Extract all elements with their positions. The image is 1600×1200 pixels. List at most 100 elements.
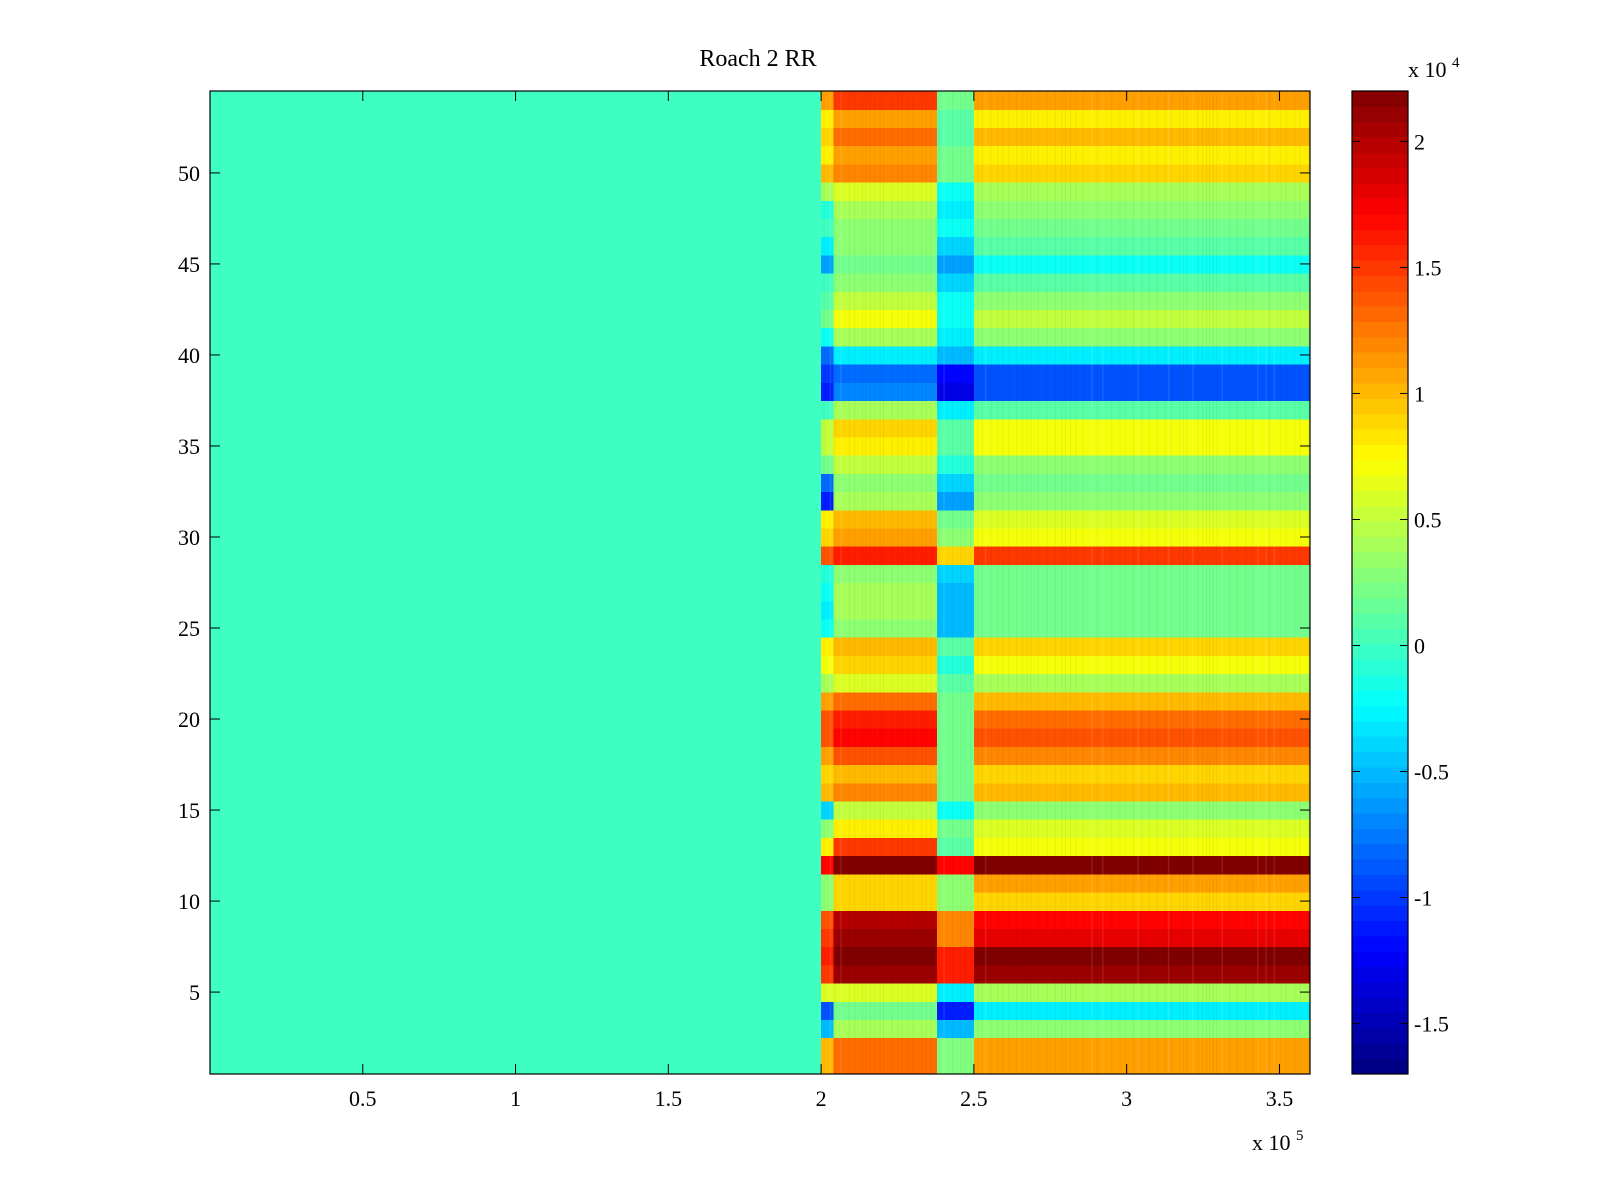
heatmap-cell [973,546,1311,565]
heatmap-cell [833,746,938,766]
heatmap-cell [973,327,1311,347]
colorbar-swatch [1352,198,1408,215]
heatmap-cell [973,345,1311,365]
heatmap-cell [833,728,938,747]
colorbar-swatch [1352,121,1408,138]
heatmap-cell [833,964,938,984]
colorbar-swatch [1352,444,1408,461]
heatmap-cell [833,163,938,183]
colorbar-tick-label: -0.5 [1414,760,1449,785]
heatmap-cell [973,564,1311,584]
colorbar-swatch [1352,536,1408,553]
heatmap-cell [833,782,938,802]
heatmap-cell [821,527,834,547]
colorbar-swatch [1352,106,1408,123]
heatmap-cell [821,891,834,911]
heatmap-cell [833,982,938,1002]
heatmap-cell [937,291,975,311]
colorbar-swatch [1352,613,1408,630]
heatmap-cell [973,746,1311,766]
x-exponent-label: x 10 5 [1252,1128,1304,1155]
y-tick-label: 10 [178,889,200,914]
colorbar-exponent-base: x 10 [1408,57,1447,82]
colorbar-tick-label: 0.5 [1414,507,1442,532]
heatmap-cell [821,309,834,329]
heatmap-cell [821,709,834,729]
heatmap-cell [973,873,1311,893]
x-tick-label: 3 [1121,1086,1132,1111]
colorbar-swatch [1352,551,1408,568]
heatmap-cell [937,163,975,183]
colorbar-swatch [1352,643,1408,660]
heatmap-cell [973,309,1311,329]
heatmap-cell [833,236,938,256]
heatmap-cell [937,182,975,201]
heatmap-cell [973,382,1311,402]
heatmap-cell [821,1019,834,1039]
heatmap-cell [937,309,975,329]
heatmap-cell [821,200,834,220]
heatmap-cell [833,564,938,584]
heatmap-cell [821,582,834,602]
heatmap-cell [833,327,938,347]
heatmap-cell [937,473,975,493]
heatmap-cell [833,254,938,274]
heatmap-cell [973,1037,1311,1057]
heatmap-cell [821,327,834,347]
heatmap-cell [973,1001,1311,1020]
colorbar-swatch [1352,597,1408,614]
heatmap-cell [973,273,1311,292]
heatmap-cell [821,418,834,438]
heatmap-cell [821,637,834,656]
heatmap-cell [833,436,938,456]
heatmap-cell [821,254,834,274]
heatmap-cell [833,618,938,638]
heatmap-cell [821,946,834,966]
heatmap-cell [937,709,975,729]
heatmap-cell [973,691,1311,711]
colorbar-swatch [1352,720,1408,737]
heatmap-cell [821,345,834,365]
heatmap-cell [973,728,1311,747]
heatmap-cell [821,618,834,638]
heatmap-cell [821,109,834,129]
heatmap-cell [973,236,1311,256]
heatmap-cell [973,291,1311,311]
colorbar-swatch [1352,997,1408,1014]
heatmap-cell [973,709,1311,729]
heatmap-cell [821,218,834,238]
heatmap-cell [821,1037,834,1057]
heatmap-cell [973,655,1311,675]
heatmap-cell [937,436,975,456]
heatmap-cell [833,855,938,875]
heatmap-cell [821,291,834,311]
y-tick-label: 40 [178,343,200,368]
heatmap-cell [821,782,834,802]
heatmap-cell [937,400,975,420]
heatmap-cell [821,163,834,183]
heatmap-cell [973,418,1311,438]
heatmap-cell [833,819,938,838]
colorbar-swatch [1352,782,1408,799]
heatmap-cell [937,928,975,948]
heatmap-cell [937,1001,975,1020]
colorbar-swatch [1352,812,1408,829]
heatmap-cell [833,800,938,820]
heatmap-zero-region [210,91,822,1074]
y-tick-label: 5 [189,980,200,1005]
heatmap-cell [973,473,1311,493]
colorbar-swatch [1352,244,1408,261]
heatmap-cell [937,491,975,511]
colorbar-swatch [1352,259,1408,276]
heatmap-cell [833,910,938,929]
heatmap-cell [833,928,938,948]
heatmap-cell [973,982,1311,1002]
heatmap-cell [821,436,834,456]
heatmap-cell [973,600,1311,620]
heatmap-cell [973,127,1311,147]
colorbar-swatch [1352,382,1408,399]
heatmap-cell [937,1037,975,1057]
colorbar-swatch [1352,306,1408,322]
heatmap-cell [821,673,834,693]
colorbar-swatch [1352,367,1408,384]
